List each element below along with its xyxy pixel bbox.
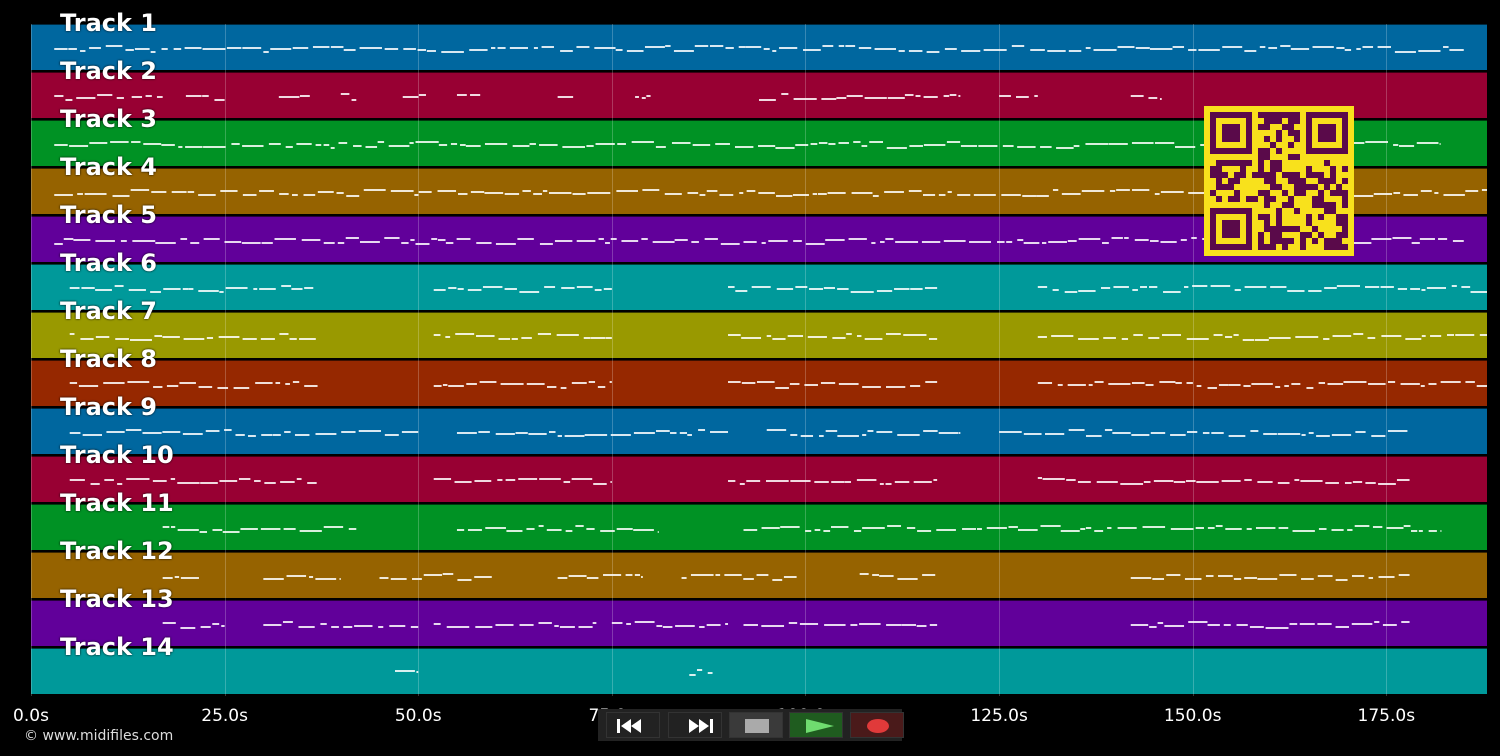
play-button[interactable] — [789, 712, 843, 738]
track-lane-14[interactable] — [31, 648, 1487, 694]
note-marks — [54, 45, 1487, 676]
track-label-14: Track 14 — [60, 633, 174, 661]
time-tick-label: 25.0s — [201, 706, 248, 726]
track-label-2: Track 2 — [60, 57, 158, 85]
track-label-1: Track 1 — [60, 9, 158, 37]
time-tick-label: 0.0s — [13, 706, 49, 726]
fast-forward-icon — [689, 719, 713, 733]
grid-line — [418, 24, 420, 696]
qr-code — [1204, 106, 1354, 256]
track-lane-7[interactable] — [31, 312, 1487, 358]
record-button[interactable] — [850, 712, 904, 738]
track-label-13: Track 13 — [60, 585, 174, 613]
stop-button[interactable] — [729, 712, 783, 738]
grid-line — [1386, 24, 1388, 696]
fast-forward-button[interactable] — [668, 712, 722, 738]
track-label-6: Track 6 — [60, 249, 158, 277]
rewind-button[interactable] — [606, 712, 660, 738]
track-label-7: Track 7 — [60, 297, 158, 325]
rewind-icon — [617, 719, 641, 733]
track-lane-13[interactable] — [31, 600, 1487, 646]
track-label-10: Track 10 — [60, 441, 174, 469]
copyright-text: © www.midifiles.com — [24, 728, 174, 744]
time-tick-label: 175.0s — [1357, 706, 1416, 726]
track-label-9: Track 9 — [60, 393, 158, 421]
grid-line — [224, 24, 226, 696]
record-icon — [867, 719, 889, 733]
time-tick-label: 150.0s — [1163, 706, 1222, 726]
grid-line — [31, 24, 32, 696]
track-label-8: Track 8 — [60, 345, 158, 373]
grid-line — [999, 24, 1001, 696]
track-lane-9[interactable] — [31, 408, 1487, 454]
track-label-4: Track 4 — [60, 153, 158, 181]
grid-line — [1192, 24, 1194, 696]
stop-icon — [745, 719, 769, 733]
play-icon — [806, 719, 834, 733]
transport-controls — [598, 709, 904, 741]
track-label-5: Track 5 — [60, 201, 158, 229]
track-label-3: Track 3 — [60, 105, 158, 133]
time-tick-label: 50.0s — [394, 706, 442, 726]
track-lane-11[interactable] — [31, 504, 1487, 550]
track-label-11: Track 11 — [60, 489, 174, 517]
grid-line — [611, 24, 613, 696]
qr-code-image — [1210, 112, 1348, 250]
track-label-12: Track 12 — [60, 537, 174, 565]
grid-line — [805, 24, 807, 696]
time-tick-label: 125.0s — [970, 706, 1028, 726]
